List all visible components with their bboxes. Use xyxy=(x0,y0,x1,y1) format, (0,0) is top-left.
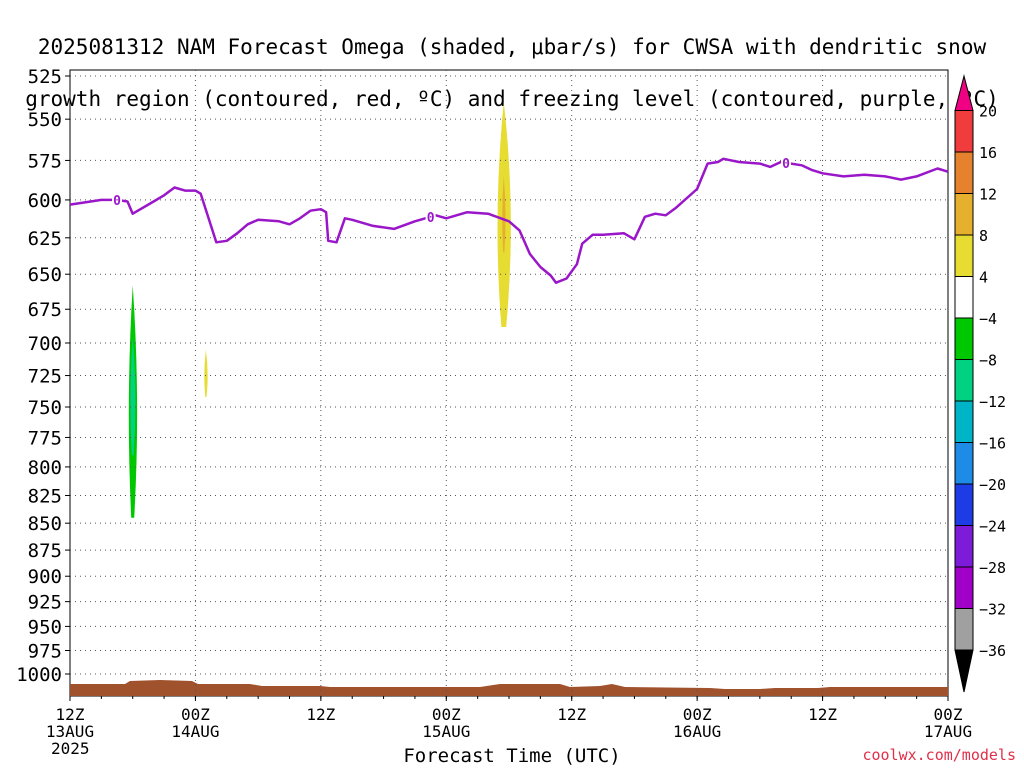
freezing-level-label-0: 0 xyxy=(113,194,121,209)
colorbar-label-12: 16 xyxy=(979,144,997,162)
y-tick-label-575: 575 xyxy=(28,150,62,172)
omega-region-1 xyxy=(130,336,136,456)
colorbar-bin-8 xyxy=(954,276,974,319)
y-tick-label-600: 600 xyxy=(28,190,62,212)
y-tick-label-650: 650 xyxy=(28,264,62,286)
colorbar-bin-2 xyxy=(954,525,974,568)
colorbar-label-5: −16 xyxy=(979,435,1006,453)
credit-text: coolwx.com/models xyxy=(862,746,1016,764)
y-tick-label-975: 975 xyxy=(28,641,62,663)
colorbar-label-13: 20 xyxy=(979,103,997,121)
x-tick-label-1: 00Z xyxy=(181,705,210,724)
colorbar-bin-7 xyxy=(954,317,974,360)
colorbar-label-1: −32 xyxy=(979,601,1006,619)
freezing-label-bg-1 xyxy=(425,209,436,224)
y-tick-label-850: 850 xyxy=(28,513,62,535)
y-tick-label-625: 625 xyxy=(28,228,62,250)
x-tick-label-5: 00Z xyxy=(683,705,712,724)
y-tick-label-925: 925 xyxy=(28,592,62,614)
colorbar-bin-3 xyxy=(954,483,974,526)
x-tick-label-7: 00Z xyxy=(934,705,963,724)
x-tick-date-1: 14AUG xyxy=(171,722,219,741)
colorbar-label-6: −12 xyxy=(979,393,1006,411)
colorbar-bin-6 xyxy=(954,359,974,402)
x-tick-label-4: 12Z xyxy=(557,705,586,724)
y-tick-label-1000: 1000 xyxy=(16,664,62,686)
colorbar-bin-11 xyxy=(954,151,974,194)
y-tick-label-825: 825 xyxy=(28,485,62,507)
colorbar-label-8: −4 xyxy=(979,310,997,328)
y-tick-label-700: 700 xyxy=(28,333,62,355)
y-tick-label-775: 775 xyxy=(28,427,62,449)
title-line-1: 2025081312 NAM Forecast Omega (shaded, μ… xyxy=(37,35,987,59)
colorbar-label-0: −36 xyxy=(979,642,1006,660)
x-tick-label-6: 12Z xyxy=(808,705,837,724)
colorbar-bin-12 xyxy=(954,110,974,153)
y-tick-label-750: 750 xyxy=(28,397,62,419)
x-tick-label-3: 00Z xyxy=(432,705,461,724)
colorbar-bin-10 xyxy=(954,193,974,236)
colorbar-label-10: 8 xyxy=(979,227,988,245)
y-tick-label-900: 900 xyxy=(28,566,62,588)
x-tick-label-2: 12Z xyxy=(306,705,335,724)
freezing-label-bg-0 xyxy=(112,192,123,207)
colorbar-bin-1 xyxy=(954,566,974,609)
terrain-fill xyxy=(70,680,948,696)
y-tick-label-675: 675 xyxy=(28,299,62,321)
colorbar-min-arrow xyxy=(954,649,974,693)
x-year-label: 2025 xyxy=(51,739,90,758)
x-tick-date-5: 16AUG xyxy=(673,722,721,741)
title-line-2: growth region (contoured, red, ºC) and f… xyxy=(25,87,999,111)
y-tick-label-550: 550 xyxy=(28,109,62,131)
y-tick-label-875: 875 xyxy=(28,540,62,562)
chart-title: 2025081312 NAM Forecast Omega (shaded, μ… xyxy=(0,8,1024,138)
colorbar-bin-9 xyxy=(954,234,974,277)
colorbar-bin-5 xyxy=(954,400,974,443)
x-tick-date-0: 13AUG xyxy=(46,722,94,741)
colorbar-bin-0 xyxy=(954,608,974,651)
colorbar-label-4: −20 xyxy=(979,476,1006,494)
omega-region-2 xyxy=(204,349,208,398)
colorbar-label-11: 12 xyxy=(979,186,997,204)
colorbar-label-9: 4 xyxy=(979,269,988,287)
freezing-level-label-2: 0 xyxy=(782,157,790,172)
y-tick-label-725: 725 xyxy=(28,366,62,388)
x-tick-date-7: 17AUG xyxy=(924,722,972,741)
colorbar-bin-4 xyxy=(954,442,974,485)
freezing-level-label-1: 0 xyxy=(427,211,435,226)
colorbar-label-2: −28 xyxy=(979,559,1006,577)
colorbar-label-3: −24 xyxy=(979,518,1006,536)
x-axis-label: Forecast Time (UTC) xyxy=(403,745,621,767)
freezing-level-line xyxy=(69,157,949,284)
x-tick-label-0: 12Z xyxy=(56,705,85,724)
colorbar-label-7: −8 xyxy=(979,352,997,370)
freezing-label-bg-2 xyxy=(780,155,791,170)
colorbar-max-arrow xyxy=(954,74,974,111)
omega-region-4 xyxy=(502,176,506,253)
y-tick-label-800: 800 xyxy=(28,457,62,479)
x-tick-date-3: 15AUG xyxy=(422,722,470,741)
y-tick-label-525: 525 xyxy=(28,66,62,88)
y-tick-label-950: 950 xyxy=(28,616,62,638)
